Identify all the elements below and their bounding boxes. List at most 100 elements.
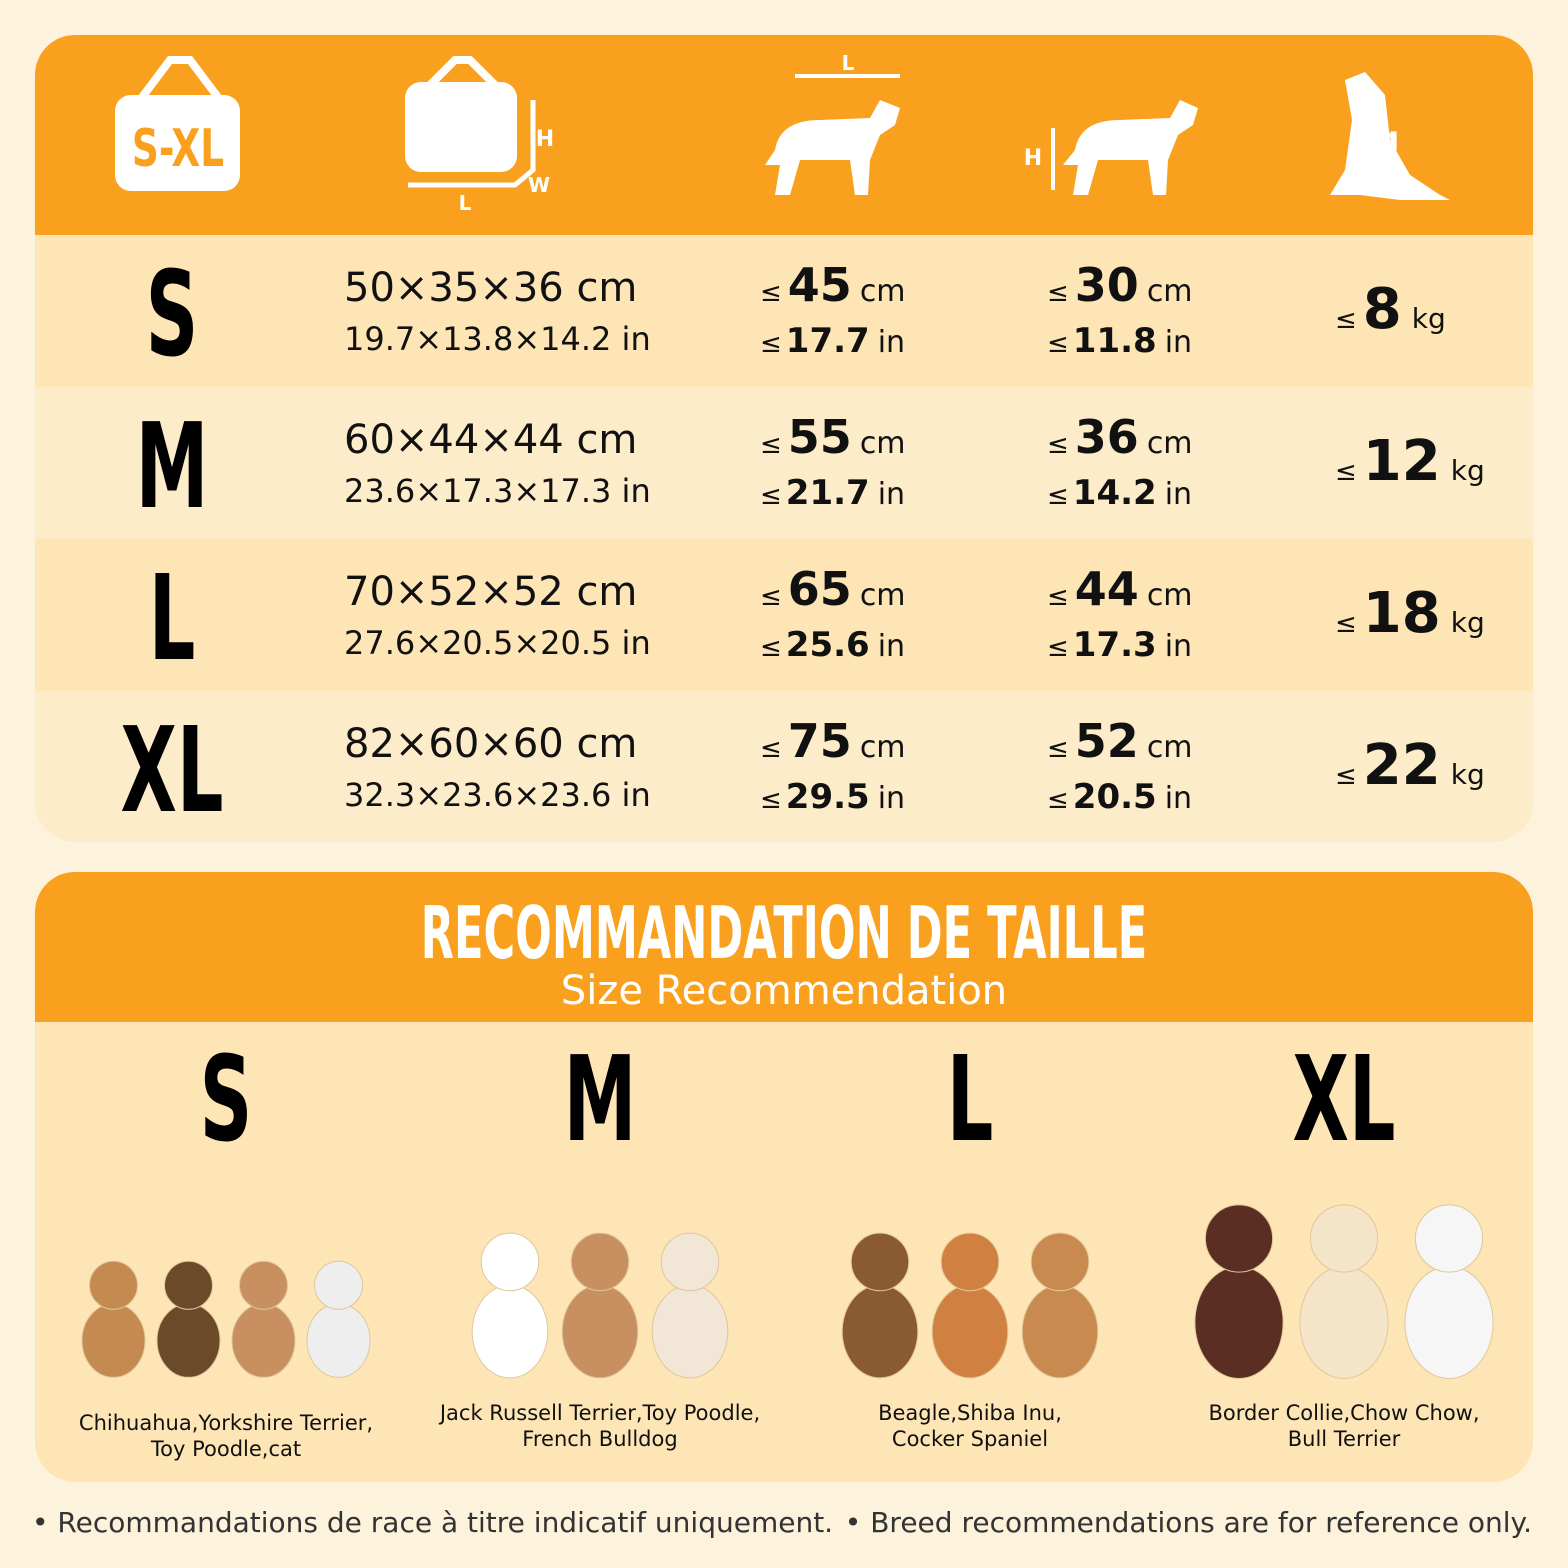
breed-text: Toy Poodle,cat bbox=[150, 1437, 301, 1461]
text-part: ≤ bbox=[1047, 481, 1069, 511]
text-part: cm bbox=[860, 578, 906, 613]
value-cm: ≤30 cm bbox=[1047, 258, 1193, 312]
footnote: • Breed recommendations are for referenc… bbox=[845, 1506, 1532, 1539]
text-part: cm bbox=[860, 274, 906, 309]
text-part: 11.8 bbox=[1073, 321, 1157, 361]
breed-text: Cocker Spaniel bbox=[892, 1427, 1048, 1451]
breed-text: French Bulldog bbox=[522, 1427, 677, 1451]
text-part: 18 bbox=[1363, 581, 1441, 646]
pet-head bbox=[164, 1260, 213, 1310]
value-kg: ≤8 kg bbox=[1335, 277, 1446, 342]
pet-head bbox=[480, 1232, 540, 1292]
pet-head bbox=[89, 1260, 138, 1310]
row-bg bbox=[35, 387, 1533, 539]
pet-head bbox=[1309, 1204, 1379, 1273]
pet-body bbox=[651, 1284, 729, 1379]
value-in: ≤17.3 in bbox=[1047, 625, 1192, 665]
value-in: ≤17.7 in bbox=[760, 321, 905, 361]
text-part: in bbox=[878, 629, 905, 664]
text-part: in bbox=[1165, 325, 1192, 360]
breed-text: Bull Terrier bbox=[1288, 1427, 1401, 1451]
value-in: ≤14.2 in bbox=[1047, 473, 1192, 513]
text-part: 65 bbox=[788, 562, 852, 616]
value-cm: ≤36 cm bbox=[1047, 410, 1193, 464]
text-part: 21.7 bbox=[786, 473, 870, 513]
pet-body bbox=[471, 1284, 549, 1379]
dog-silhouette bbox=[1063, 100, 1198, 195]
text-part: 17.7 bbox=[786, 321, 870, 361]
value-cm: ≤45 cm bbox=[760, 258, 906, 312]
bag-icon bbox=[115, 95, 240, 191]
row-bg bbox=[35, 539, 1533, 691]
rec-size: XL bbox=[1292, 1032, 1395, 1169]
pet-body bbox=[561, 1284, 639, 1379]
value-kg: ≤18 kg bbox=[1335, 581, 1485, 646]
size-table bbox=[35, 35, 1533, 842]
dims-cm: 50×35×36 cm bbox=[344, 265, 637, 311]
footnote: • Recommandations de race à titre indica… bbox=[32, 1506, 833, 1539]
text-part: 30 bbox=[1075, 258, 1139, 312]
dims-in: 32.3×23.6×23.6 in bbox=[344, 776, 651, 814]
breed-text: Border Collie,Chow Chow, bbox=[1208, 1401, 1479, 1425]
pet-head bbox=[1414, 1204, 1484, 1273]
text-part: cm bbox=[1147, 274, 1193, 309]
text-part: ≤ bbox=[760, 785, 782, 815]
text-part: 75 bbox=[788, 714, 852, 768]
value-kg: ≤22 kg bbox=[1335, 733, 1485, 798]
text-part: in bbox=[1165, 477, 1192, 512]
pet-body bbox=[931, 1284, 1009, 1379]
pet-body bbox=[306, 1303, 371, 1378]
value-kg: ≤12 kg bbox=[1335, 429, 1485, 494]
text-part: ≤ bbox=[1335, 761, 1357, 791]
value-cm: ≤52 cm bbox=[1047, 714, 1193, 768]
pet-head bbox=[1030, 1232, 1090, 1292]
size-label: S bbox=[146, 247, 199, 384]
text-part: cm bbox=[860, 426, 906, 461]
text-part: 22 bbox=[1363, 733, 1441, 798]
rec-size: M bbox=[564, 1032, 637, 1169]
text-part: kg bbox=[1451, 454, 1485, 487]
text-part: 44 bbox=[1075, 562, 1139, 616]
text-part: in bbox=[878, 325, 905, 360]
text-part: in bbox=[1165, 629, 1192, 664]
bag-handle bbox=[427, 56, 498, 88]
dims-cm: 60×44×44 cm bbox=[344, 417, 637, 463]
pet-body bbox=[231, 1303, 296, 1378]
row-bg bbox=[35, 235, 1533, 387]
text-part: ≤ bbox=[1047, 633, 1069, 663]
bag-icon bbox=[405, 82, 517, 172]
text-part: ≤ bbox=[1335, 457, 1357, 487]
pet-head bbox=[239, 1260, 288, 1310]
text-part: ≤ bbox=[760, 430, 782, 460]
text-part: cm bbox=[1147, 730, 1193, 765]
text-part: ≤ bbox=[1047, 582, 1069, 612]
text-part: 29.5 bbox=[786, 777, 870, 817]
icon-label: H bbox=[1024, 146, 1042, 171]
text-part: 52 bbox=[1075, 714, 1139, 768]
icon-label: S-XL bbox=[132, 118, 224, 179]
text-part: cm bbox=[1147, 578, 1193, 613]
size-label: XL bbox=[120, 703, 223, 840]
text-part: in bbox=[878, 477, 905, 512]
icon-label: kg bbox=[1353, 119, 1400, 159]
recommendation-card bbox=[35, 872, 1533, 1482]
text-part: 14.2 bbox=[1073, 473, 1157, 513]
text-part: 17.3 bbox=[1073, 625, 1157, 665]
pet-body bbox=[1194, 1266, 1284, 1379]
value-cm: ≤55 cm bbox=[760, 410, 906, 464]
text-part: cm bbox=[860, 730, 906, 765]
text-part: 25.6 bbox=[786, 625, 870, 665]
text-part: ≤ bbox=[1047, 430, 1069, 460]
rec-size: L bbox=[947, 1032, 994, 1169]
dims-in: 19.7×13.8×14.2 in bbox=[344, 320, 651, 358]
icon-label: W bbox=[528, 173, 550, 197]
icon-label: H bbox=[536, 127, 554, 152]
size-label: L bbox=[149, 551, 196, 688]
text-part: 36 bbox=[1075, 410, 1139, 464]
breed-text: Beagle,Shiba Inu, bbox=[878, 1401, 1062, 1425]
text-part: ≤ bbox=[1335, 305, 1357, 335]
text-part: kg bbox=[1451, 758, 1485, 791]
text-part: 20.5 bbox=[1073, 777, 1157, 817]
